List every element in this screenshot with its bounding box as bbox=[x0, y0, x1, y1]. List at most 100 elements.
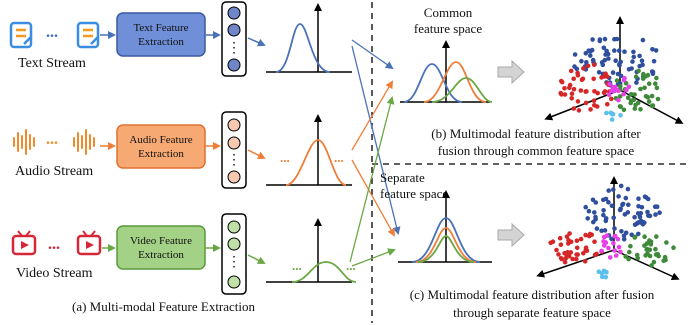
scatter-point bbox=[654, 75, 659, 81]
scatter-point bbox=[578, 236, 584, 242]
common-scatter-points bbox=[558, 36, 661, 122]
scatter-point bbox=[628, 100, 633, 106]
scatter-point bbox=[567, 85, 572, 91]
scatter-point bbox=[640, 37, 646, 43]
scatter-point bbox=[623, 195, 629, 201]
scatter-point bbox=[612, 36, 617, 42]
scatter-point bbox=[653, 252, 659, 257]
scatter-point bbox=[606, 188, 611, 193]
video-module-line2: Extraction bbox=[138, 249, 184, 261]
caption-b-line2: fusion through common feature space bbox=[438, 143, 635, 158]
scatter-point bbox=[568, 68, 574, 74]
scatter-point bbox=[657, 210, 662, 215]
scatter-point bbox=[591, 76, 596, 82]
scatter-point bbox=[655, 96, 661, 102]
scatter-point bbox=[568, 250, 574, 255]
scatter-point bbox=[556, 252, 561, 257]
scatter-point bbox=[583, 248, 588, 253]
video-dist-ellipsis-right: ... bbox=[346, 258, 356, 273]
scatter-point bbox=[642, 85, 647, 91]
scatter-point bbox=[635, 255, 640, 261]
text-to-separate-arrow bbox=[351, 45, 401, 235]
scatter-point bbox=[636, 231, 641, 237]
video-dist-arrow bbox=[247, 254, 266, 264]
video-play-icon bbox=[11, 230, 37, 256]
scatter-point bbox=[602, 74, 607, 79]
video-distribution-plot: ... ... bbox=[266, 218, 357, 283]
scatter-point bbox=[624, 87, 629, 93]
video-to-common-arrow bbox=[349, 96, 395, 263]
scatter-point bbox=[558, 242, 564, 247]
scatter-point bbox=[550, 239, 556, 244]
text-stream-label: Text Stream bbox=[18, 56, 86, 71]
scatter-point bbox=[621, 236, 627, 242]
scatter-point bbox=[603, 52, 608, 57]
audio-module-line2: Extraction bbox=[138, 148, 184, 160]
scatter-point bbox=[630, 59, 635, 64]
scatter-point bbox=[600, 62, 606, 68]
scatter-point bbox=[564, 251, 569, 257]
scatter-point bbox=[637, 53, 642, 59]
text-node-ellipsis: ⋮ bbox=[227, 41, 241, 56]
scatter-point bbox=[632, 214, 637, 220]
scatter-point bbox=[603, 240, 609, 245]
scatter-point bbox=[554, 247, 559, 253]
video-feature-vector: ⋮ bbox=[221, 213, 247, 295]
scatter-point bbox=[621, 91, 626, 97]
separate-space-line1: Separate bbox=[380, 170, 425, 185]
scatter-point bbox=[645, 209, 650, 215]
scatter-point bbox=[571, 86, 577, 92]
scatter-point bbox=[648, 242, 654, 247]
scatter-point bbox=[610, 70, 616, 75]
document-icon bbox=[9, 21, 33, 49]
scatter-point bbox=[583, 100, 589, 106]
scatter-point bbox=[604, 233, 610, 238]
scatter-point bbox=[651, 259, 657, 265]
scatter-point bbox=[597, 37, 603, 42]
scatter-point bbox=[628, 243, 633, 249]
scatter-point bbox=[634, 221, 640, 226]
text-dist-arrow bbox=[247, 37, 266, 47]
video-feature-extraction-box bbox=[116, 225, 206, 270]
scatter-point bbox=[558, 255, 564, 261]
scatter-point bbox=[654, 204, 660, 209]
scatter-point bbox=[654, 85, 660, 91]
scatter-point bbox=[609, 203, 615, 209]
scatter-point bbox=[631, 49, 636, 55]
scatter-point bbox=[642, 220, 647, 226]
scatter-point bbox=[621, 107, 627, 113]
common-space-line1: Common bbox=[424, 5, 473, 20]
scatter-point bbox=[629, 232, 634, 238]
scatter-point bbox=[588, 107, 593, 112]
scatter-point bbox=[613, 253, 619, 258]
scatter-point bbox=[604, 48, 609, 54]
caption-b-line1: (b) Multimodal feature distribution afte… bbox=[431, 126, 641, 141]
scatter-point bbox=[582, 259, 588, 264]
waveform-icon bbox=[13, 129, 35, 155]
scatter-point bbox=[592, 239, 597, 244]
scatter-point bbox=[609, 111, 615, 117]
text-module-line1: Text Feature bbox=[133, 22, 188, 34]
audio-module-line1: Audio Feature bbox=[129, 134, 192, 146]
scatter-point bbox=[622, 49, 627, 54]
video-module-line1: Video Feature bbox=[130, 235, 192, 247]
scatter-point bbox=[594, 104, 600, 109]
scatter-point bbox=[626, 67, 632, 72]
scatter-point bbox=[635, 100, 641, 106]
scatter-point bbox=[625, 95, 631, 101]
scatter-point bbox=[625, 186, 631, 192]
scatter-point bbox=[594, 251, 599, 257]
audio-ellipsis: ... bbox=[46, 131, 58, 148]
scatter-point bbox=[588, 53, 593, 58]
scatter-point bbox=[590, 37, 595, 42]
scatter-point bbox=[602, 269, 607, 275]
scatter-point bbox=[611, 187, 616, 192]
caption-c-line1: (c) Multimodal feature distribution afte… bbox=[410, 287, 655, 302]
video-play-icon bbox=[76, 230, 102, 256]
scatter-point bbox=[628, 92, 634, 97]
scatter-point bbox=[607, 81, 612, 87]
scatter-point bbox=[572, 64, 577, 69]
video-ellipsis: ... bbox=[48, 236, 60, 253]
common-space-line2: feature space bbox=[414, 21, 482, 36]
